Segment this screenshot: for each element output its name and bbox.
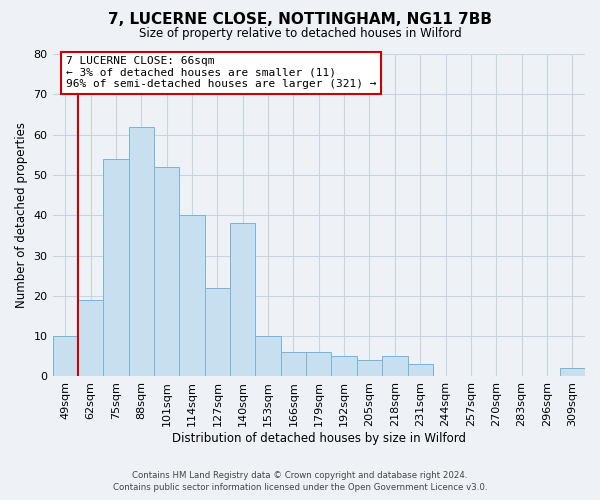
Bar — [154, 167, 179, 376]
X-axis label: Distribution of detached houses by size in Wilford: Distribution of detached houses by size … — [172, 432, 466, 445]
Y-axis label: Number of detached properties: Number of detached properties — [15, 122, 28, 308]
Bar — [357, 360, 382, 376]
Bar — [382, 356, 407, 376]
Bar — [78, 300, 103, 376]
Bar — [560, 368, 585, 376]
Bar — [230, 224, 256, 376]
Bar — [306, 352, 331, 376]
Bar — [331, 356, 357, 376]
Bar — [53, 336, 78, 376]
Bar — [179, 215, 205, 376]
Bar — [103, 159, 128, 376]
Bar — [205, 288, 230, 376]
Text: Size of property relative to detached houses in Wilford: Size of property relative to detached ho… — [139, 28, 461, 40]
Bar — [128, 126, 154, 376]
Text: 7, LUCERNE CLOSE, NOTTINGHAM, NG11 7BB: 7, LUCERNE CLOSE, NOTTINGHAM, NG11 7BB — [108, 12, 492, 28]
Bar — [281, 352, 306, 376]
Text: 7 LUCERNE CLOSE: 66sqm
← 3% of detached houses are smaller (11)
96% of semi-deta: 7 LUCERNE CLOSE: 66sqm ← 3% of detached … — [66, 56, 376, 89]
Bar — [256, 336, 281, 376]
Bar — [407, 364, 433, 376]
Text: Contains HM Land Registry data © Crown copyright and database right 2024.
Contai: Contains HM Land Registry data © Crown c… — [113, 471, 487, 492]
